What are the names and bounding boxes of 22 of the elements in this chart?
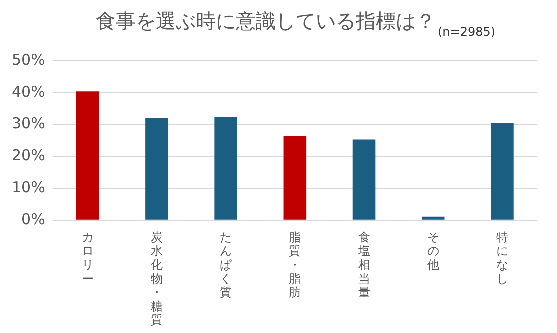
y-tick-label: 50% xyxy=(12,50,46,69)
x-tick-label: 食塩相当量 xyxy=(357,230,370,300)
bar xyxy=(422,216,445,220)
bar xyxy=(76,92,100,220)
y-tick-label: 10% xyxy=(12,178,46,196)
x-tick-label: たんぱく質 xyxy=(220,230,232,300)
bar xyxy=(214,117,238,220)
bar xyxy=(146,118,168,220)
y-tick-label: 40% xyxy=(12,82,46,101)
chart-title: 食事を選ぶ時に意識している指標は？ xyxy=(96,9,436,33)
bar xyxy=(284,136,307,220)
y-tick-label: 30% xyxy=(12,114,46,133)
x-tick-label: その他 xyxy=(427,230,440,272)
bar xyxy=(352,140,376,220)
x-tick-label: カロリー xyxy=(82,230,94,286)
chart-subtitle: (n=2985) xyxy=(438,25,496,39)
x-tick-label: 特になし xyxy=(496,230,508,286)
x-tick-label: 脂質・脂肪 xyxy=(289,230,302,300)
bar xyxy=(491,123,514,220)
x-tick-label: 炭水化物・糖質 xyxy=(150,230,163,328)
y-tick-label: 0% xyxy=(22,210,46,228)
y-tick-label: 20% xyxy=(12,146,46,165)
